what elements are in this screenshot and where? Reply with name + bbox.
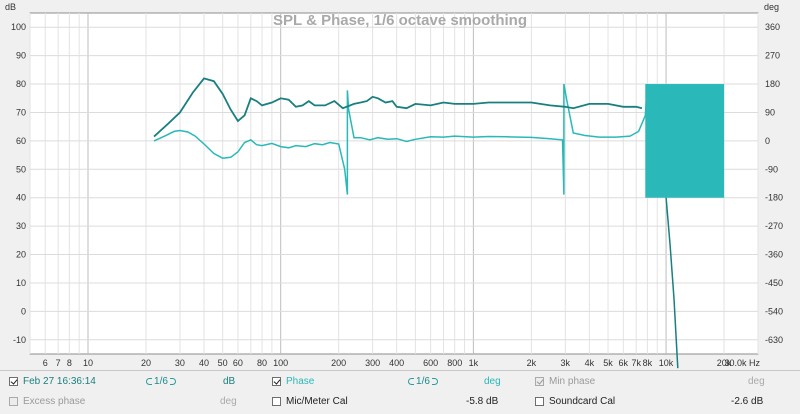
- control-panel: Feb 27 16:36:14 1/6 dB Phase 1/6 deg Min…: [0, 370, 800, 414]
- x-tick-label: 20k: [717, 358, 732, 368]
- x-tick-label: 30: [175, 358, 185, 368]
- soundcard-cal-value: -2.6 dB: [731, 396, 764, 407]
- mic-cal-label[interactable]: Mic/Meter Cal: [286, 396, 348, 407]
- right-tick-label: -180: [765, 193, 783, 203]
- phase-smoothing-selector[interactable]: 1/6: [408, 375, 438, 388]
- x-tick-label: 7k: [631, 358, 641, 368]
- min-phase-label[interactable]: Min phase: [549, 376, 596, 387]
- phase-wrap-band: [645, 84, 725, 198]
- left-tick-label: 80: [16, 79, 26, 89]
- chart-title: SPL & Phase, 1/6 octave smoothing: [273, 12, 527, 29]
- x-tick-label: 80: [257, 358, 267, 368]
- x-tick-label: 6: [43, 358, 48, 368]
- x-tick-label: 60: [233, 358, 243, 368]
- x-tick-label: 800: [447, 358, 462, 368]
- mic-cal-value: -5.8 dB: [466, 396, 499, 407]
- soundcard-cal-checkbox[interactable]: [535, 397, 544, 406]
- right-tick-label: 90: [765, 107, 775, 117]
- measurement-label[interactable]: Feb 27 16:36:14: [23, 376, 96, 387]
- right-tick-label: 360: [765, 22, 780, 32]
- right-tick-label: -450: [765, 278, 783, 288]
- x-tick-label: 3k: [561, 358, 571, 368]
- x-tick-label: 2k: [527, 358, 537, 368]
- x-tick-label: 200: [331, 358, 346, 368]
- spl-unit: dB: [223, 376, 236, 387]
- phase-label[interactable]: Phase: [286, 376, 315, 387]
- left-tick-label: 20: [16, 250, 26, 260]
- right-tick-label: -90: [765, 164, 778, 174]
- right-tick-label: -540: [765, 306, 783, 316]
- phase-wrap-fill: [645, 84, 725, 198]
- right-tick-label: 270: [765, 51, 780, 61]
- x-tick-label: 100: [273, 358, 288, 368]
- left-tick-label: 40: [16, 193, 26, 203]
- x-tick-label: 8k: [643, 358, 653, 368]
- left-tick-label: 0: [21, 306, 26, 316]
- phase-smoothing-value: 1/6: [414, 376, 432, 387]
- x-tick-label: 4k: [585, 358, 595, 368]
- right-tick-label: -360: [765, 250, 783, 260]
- phase-drop-curve: [665, 197, 679, 369]
- spl-smoothing-selector[interactable]: 1/6: [146, 375, 176, 388]
- min-phase-unit: deg: [748, 376, 765, 387]
- left-tick-label: 90: [16, 51, 26, 61]
- excess-phase-label[interactable]: Excess phase: [23, 396, 86, 407]
- x-tick-label: 6k: [619, 358, 629, 368]
- x-tick-label: 5k: [603, 358, 613, 368]
- x-tick-label: 40: [199, 358, 209, 368]
- left-tick-label: 50: [16, 164, 26, 174]
- right-tick-label: -630: [765, 335, 783, 345]
- left-tick-label: -10: [13, 335, 26, 345]
- excess-phase-unit: deg: [220, 396, 237, 407]
- right-axis: 360 270 180 90 0 -90 -180 -270 -360 -450 -540 -630: [765, 22, 783, 345]
- x-tick-label: 400: [389, 358, 404, 368]
- phase-checkbox[interactable]: [272, 377, 281, 386]
- left-axis-unit: dB: [5, 2, 16, 12]
- right-tick-label: -270: [765, 221, 783, 231]
- x-tick-label: 7: [56, 358, 61, 368]
- left-tick-label: 70: [16, 107, 26, 117]
- phase-unit: deg: [484, 376, 501, 387]
- x-tick-label: 600: [423, 358, 438, 368]
- mic-cal-checkbox[interactable]: [272, 397, 281, 406]
- left-tick-label: 100: [11, 22, 26, 32]
- x-tick-label: 1k: [469, 358, 479, 368]
- chart-curves: [153, 77, 679, 369]
- right-axis-unit: deg: [764, 2, 779, 12]
- right-tick-label: 0: [765, 136, 770, 146]
- spl-curve: [153, 77, 643, 138]
- excess-phase-checkbox[interactable]: [9, 397, 18, 406]
- x-axis: 6 7 8 10 20 30 40 50 60 80 100 200 300 400 600 800 1k 2k 3…: [43, 358, 761, 368]
- min-phase-checkbox[interactable]: [535, 377, 544, 386]
- x-tick-label: 20: [141, 358, 151, 368]
- spl-smoothing-value: 1/6: [152, 376, 170, 387]
- left-tick-label: 10: [16, 278, 26, 288]
- right-tick-label: 180: [765, 79, 780, 89]
- soundcard-cal-label[interactable]: Soundcard Cal: [549, 396, 616, 407]
- phase-curve: [153, 83, 649, 195]
- x-tick-label: 10: [83, 358, 93, 368]
- measurement-checkbox[interactable]: [9, 377, 18, 386]
- x-tick-label: 50: [218, 358, 228, 368]
- x-tick-label: 30.0k Hz: [724, 358, 760, 368]
- left-tick-label: 60: [16, 136, 26, 146]
- x-tick-label: 300: [365, 358, 380, 368]
- left-tick-label: 30: [16, 221, 26, 231]
- x-tick-label: 10k: [659, 358, 674, 368]
- x-tick-label: 8: [67, 358, 72, 368]
